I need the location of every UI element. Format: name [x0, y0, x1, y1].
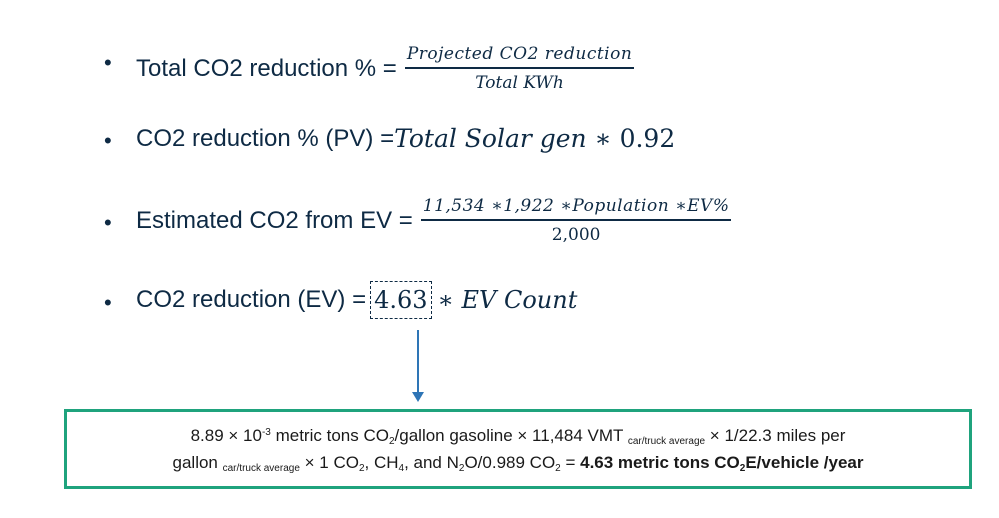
derivation-line: 8.89 × 10-3 metric tons CO2/gallon gasol… [191, 422, 846, 449]
bullet: • [104, 128, 112, 153]
formula-label: CO2 reduction (EV) = [136, 286, 367, 313]
formula-value: 0.92 [619, 124, 676, 153]
bullet: • [104, 210, 112, 235]
text-sup: -3 [261, 427, 271, 438]
text-sub: 2 [358, 463, 365, 474]
text-b: 4.63 metric tons CO [580, 453, 740, 472]
text-segment: = [560, 453, 581, 472]
operator: ∗ [586, 124, 620, 153]
text-bsub: 2 [739, 463, 746, 474]
derivation-line: gallon car/truck average × 1 CO2, CH4, a… [173, 449, 864, 476]
text-segment: × 1 CO [299, 453, 359, 472]
formula-expr: Total Solar gen [394, 124, 587, 153]
formula-label: CO2 reduction % (PV) = [136, 124, 395, 152]
text-b: E/vehicle /year [745, 453, 864, 472]
text-segment: , and N [404, 453, 459, 472]
bullet: • [104, 50, 112, 75]
text-segment: gallon [172, 453, 223, 472]
text-sub: 4 [398, 463, 405, 474]
text-sub: 2 [555, 463, 561, 474]
text-sub: car/truck average [222, 463, 300, 474]
arrow-down-icon [412, 392, 424, 402]
denominator: 2,000 [551, 225, 601, 245]
derivation-box: 8.89 × 10-3 metric tons CO2/gallon gasol… [64, 409, 972, 489]
bullet: • [104, 290, 112, 315]
text-segment: metric tons CO [270, 426, 389, 445]
text-segment: O/0.989 CO [464, 453, 556, 472]
highlighted-value: 4.63 [370, 281, 432, 319]
formula-label: Total CO2 reduction % = [136, 54, 397, 82]
text-sub: 2 [388, 436, 395, 447]
text-segment: , CH [364, 453, 399, 472]
formula-ev-reduction: CO2 reduction (EV) = 4.63 ∗ EV Count [136, 281, 577, 319]
formula-ev-estimate: Estimated CO2 from EV = 11,534 ∗1,922 ∗P… [136, 196, 732, 245]
text-segment: × 1/22.3 miles per [705, 426, 846, 445]
arrow-line [417, 330, 419, 394]
formula-pv: CO2 reduction % (PV) = Total Solar gen ∗… [136, 124, 675, 153]
numerator: 11,534 ∗1,922 ∗Population ∗EV% [420, 196, 732, 221]
text-segment: 8.89 × 10 [190, 426, 262, 445]
formula-label: Estimated CO2 from EV = [136, 206, 413, 234]
numerator: Projected CO2 reduction [404, 44, 635, 69]
formula-expr: ∗ EV Count [437, 286, 578, 314]
text-segment: /gallon gasoline × 11,484 VMT [394, 426, 628, 445]
formula-total-co2: Total CO2 reduction % = Projected CO2 re… [136, 44, 635, 93]
denominator: Total KWh [475, 73, 564, 93]
text-sub: car/truck average [627, 436, 706, 447]
fraction: Projected CO2 reduction Total KWh [404, 44, 635, 93]
text-sub: 2 [458, 463, 465, 474]
fraction: 11,534 ∗1,922 ∗Population ∗EV% 2,000 [420, 196, 732, 245]
